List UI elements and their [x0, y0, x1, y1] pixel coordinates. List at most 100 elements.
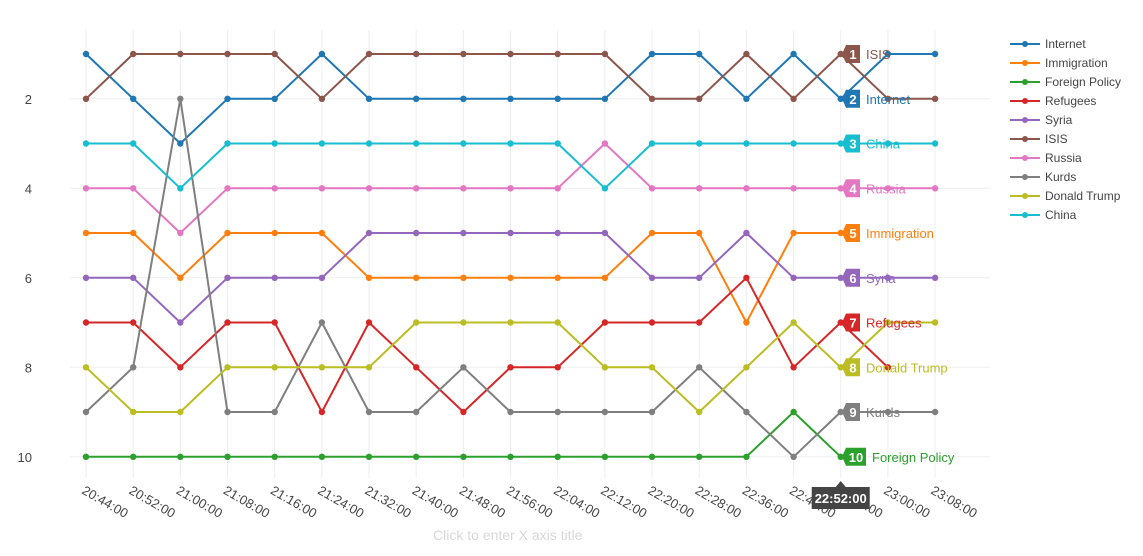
series-end-label: Syria [866, 271, 896, 286]
data-point [884, 185, 892, 192]
legend-swatch [1010, 77, 1040, 87]
data-point [743, 408, 750, 416]
series-russia [82, 140, 939, 237]
x-tick-label: 21:56:00 [504, 483, 555, 521]
data-point [648, 408, 656, 416]
data-point [413, 229, 420, 237]
data-point [507, 95, 514, 103]
hover-pointer [835, 481, 846, 487]
data-point [460, 140, 467, 147]
series-syria [82, 229, 939, 326]
rank-badge [842, 89, 860, 108]
data-point [790, 95, 797, 103]
data-point [790, 50, 797, 58]
data-point [82, 319, 90, 326]
data-point [318, 364, 326, 371]
data-point [177, 408, 184, 416]
data-point [507, 185, 514, 192]
data-point [837, 274, 844, 281]
series-internet [82, 50, 939, 147]
data-point [743, 185, 750, 192]
y-axis-ticks: 2 4 6 8 10 [18, 92, 32, 465]
data-point [837, 229, 844, 237]
data-point [507, 408, 514, 416]
legend-item-foreign-policy[interactable]: Foreign Policy [1010, 72, 1121, 91]
legend-item-russia[interactable]: Russia [1010, 148, 1121, 167]
data-point [743, 364, 750, 371]
data-point [177, 453, 184, 460]
legend-dot [1022, 192, 1028, 199]
data-point [460, 185, 467, 192]
legend-item-refugees[interactable]: Refugees [1010, 91, 1121, 110]
data-point [460, 95, 467, 103]
data-point [177, 364, 184, 371]
legend-dot [1022, 211, 1028, 218]
data-point [931, 50, 939, 58]
rank-number: 2 [849, 92, 856, 107]
legend-item-donald-trump[interactable]: Donald Trump [1010, 186, 1121, 205]
legend-label: Internet [1045, 36, 1086, 51]
end-label-donald-trump: 8 Donald Trump [842, 358, 948, 377]
legend-item-syria[interactable]: Syria [1010, 110, 1121, 129]
rank-badge [842, 134, 860, 153]
data-point [130, 408, 137, 416]
data-point [130, 274, 137, 281]
legend-item-immigration[interactable]: Immigration [1010, 53, 1121, 72]
data-point [648, 274, 656, 281]
data-point [130, 229, 137, 237]
data-point [413, 185, 420, 192]
y-tick-label: 8 [25, 360, 32, 375]
data-point [696, 274, 703, 281]
data-point [696, 50, 703, 58]
legend-item-kurds[interactable]: Kurds [1010, 167, 1121, 186]
data-point [601, 319, 609, 326]
data-point [177, 319, 184, 326]
legend-dot [1022, 40, 1028, 47]
legend-dot [1022, 78, 1028, 85]
y-tick-label: 2 [25, 92, 32, 107]
data-point [413, 408, 420, 416]
data-point [507, 274, 514, 281]
data-point [224, 453, 231, 460]
data-point [931, 408, 939, 416]
data-point [365, 364, 373, 371]
data-point [224, 319, 231, 326]
legend-dot [1022, 97, 1028, 104]
data-point [931, 140, 939, 147]
data-point [554, 319, 561, 326]
legend-label: Foreign Policy [1045, 74, 1122, 89]
data-point [554, 408, 561, 416]
legend-item-china[interactable]: China [1010, 205, 1121, 224]
data-point [224, 274, 231, 281]
data-point [318, 185, 326, 192]
legend-label: Refugees [1045, 93, 1097, 108]
x-axis-title[interactable]: Click to enter X axis title [433, 527, 583, 543]
data-point [460, 229, 467, 237]
legend-swatch [1010, 58, 1040, 68]
series-end-label: Kurds [866, 405, 900, 420]
legend-label: Kurds [1045, 169, 1077, 184]
data-point [554, 453, 561, 460]
data-point [696, 140, 703, 147]
legend-item-internet[interactable]: Internet [1010, 34, 1121, 53]
data-point [601, 364, 609, 371]
legend-item-isis[interactable]: ISIS [1010, 129, 1121, 148]
data-point [82, 50, 90, 58]
data-point [884, 364, 892, 371]
data-point [884, 50, 892, 58]
series-end-label: China [866, 137, 901, 152]
data-point [837, 319, 844, 326]
series-end-label: Internet [866, 92, 910, 107]
data-point [365, 319, 373, 326]
data-point [648, 140, 656, 147]
data-point [507, 50, 514, 58]
data-point [554, 364, 561, 371]
legend-dot [1022, 173, 1028, 180]
end-label-syria: 6 Syria [842, 268, 896, 287]
data-point [648, 364, 656, 371]
x-tick-label: 21:32:00 [363, 483, 414, 521]
end-label-immigration: 5 Immigration [842, 224, 934, 242]
data-point [413, 319, 420, 326]
rank-number: 8 [849, 360, 856, 375]
data-point [318, 140, 326, 147]
